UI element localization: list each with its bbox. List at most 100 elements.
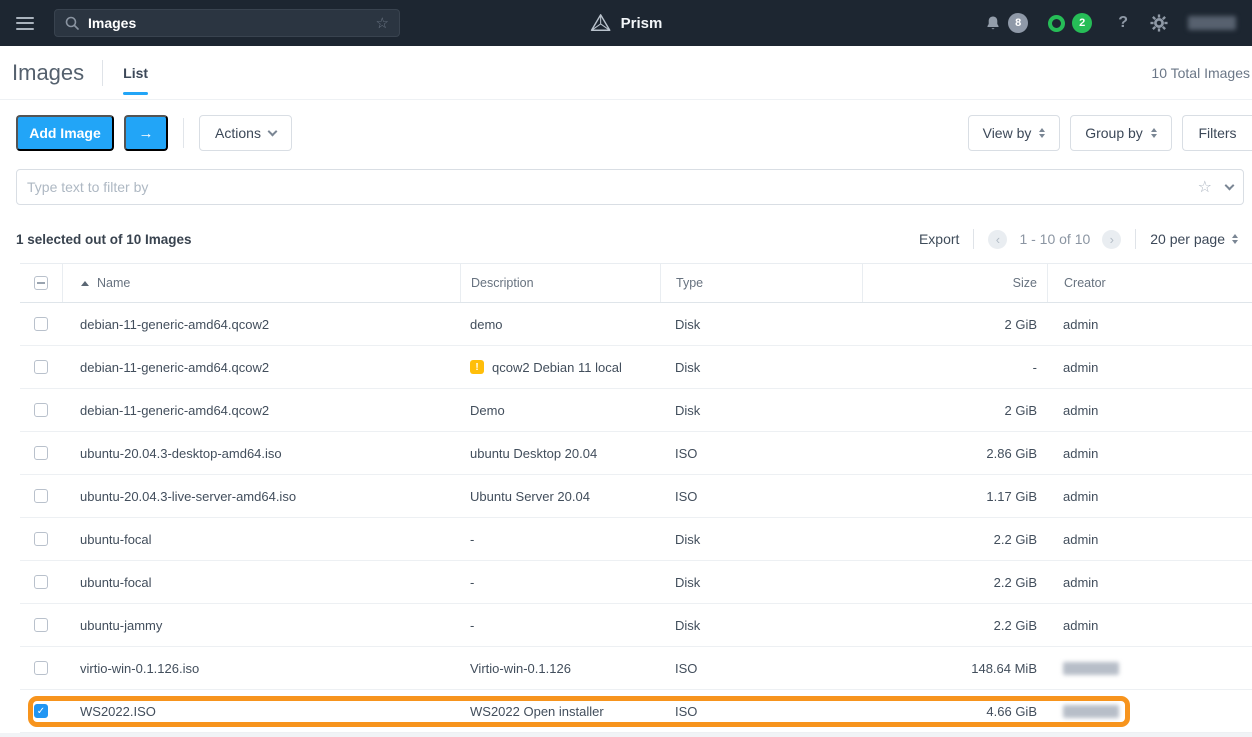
creator-cell: admin <box>1063 402 1099 418</box>
creator-cell: admin <box>1063 531 1099 547</box>
size-cell: 2.2 GiB <box>993 531 1037 547</box>
description-text: Virtio-win-0.1.126 <box>470 660 571 676</box>
row-checkbox[interactable] <box>34 618 48 632</box>
size-cell: 4.66 GiB <box>986 703 1037 719</box>
help-icon[interactable]: ? <box>1118 14 1128 31</box>
size-cell: 2.86 GiB <box>986 445 1037 461</box>
table-row[interactable]: ✓ WS2022.ISO ! WS2022 Open installer ISO… <box>20 690 1252 733</box>
group-by-button[interactable]: Group by <box>1070 115 1172 151</box>
filter-chevron-down-icon[interactable] <box>1224 180 1235 190</box>
creator-cell: admin <box>1063 445 1099 461</box>
row-checkbox[interactable] <box>34 360 48 374</box>
total-images-count: 10 Total Images <box>1151 64 1250 81</box>
table-header: Name Description Type Size Creator <box>20 263 1252 303</box>
filter-input[interactable] <box>27 179 1198 195</box>
table-row[interactable]: ubuntu-20.04.3-desktop-amd64.iso ! ubunt… <box>20 432 1252 475</box>
global-search-input[interactable] <box>88 15 376 31</box>
import-arrow-button[interactable]: → <box>124 115 168 151</box>
page-next-button[interactable] <box>1102 229 1122 249</box>
user-menu-redacted[interactable] <box>1188 16 1236 30</box>
column-header-type[interactable]: Type <box>660 264 862 302</box>
type-cell: Disk <box>675 574 701 590</box>
size-cell: 2 GiB <box>1004 402 1037 418</box>
actions-dropdown-button[interactable]: Actions <box>199 115 292 151</box>
table-row[interactable]: ubuntu-focal ! - Disk 2.2 GiB admin <box>20 518 1252 561</box>
select-all-checkbox[interactable] <box>34 276 48 290</box>
prism-brand: Prism <box>590 0 662 46</box>
image-name: virtio-win-0.1.126.iso <box>80 660 200 676</box>
chevron-down-icon <box>267 126 278 136</box>
image-name: ubuntu-focal <box>80 574 152 590</box>
row-checkbox[interactable] <box>34 532 48 546</box>
page-header: Images List 10 Total Images <box>0 46 1252 100</box>
page-background-strip <box>0 733 1252 737</box>
image-name: ubuntu-20.04.3-desktop-amd64.iso <box>80 445 282 461</box>
row-checkbox[interactable] <box>34 661 48 675</box>
image-name: debian-11-generic-amd64.qcow2 <box>80 359 270 375</box>
column-header-description[interactable]: Description <box>460 264 660 302</box>
tasks-count-badge[interactable]: 2 <box>1072 13 1093 33</box>
filters-button[interactable]: Filters <box>1182 115 1252 151</box>
page-prev-button[interactable] <box>988 229 1008 249</box>
table-row[interactable]: debian-11-generic-amd64.qcow2 ! Demo Dis… <box>20 389 1252 432</box>
top-bar: Prism 8 2 ? <box>0 0 1252 46</box>
image-name: WS2022.ISO <box>80 703 156 719</box>
creator-cell <box>1047 690 1252 732</box>
row-checkbox[interactable] <box>34 403 48 417</box>
global-search[interactable] <box>54 9 400 37</box>
column-header-creator[interactable]: Creator <box>1047 264 1252 302</box>
tasks-ring-icon[interactable] <box>1048 14 1066 32</box>
type-cell: ISO <box>675 703 698 719</box>
type-cell: ISO <box>675 660 698 676</box>
per-page-selector[interactable]: 20 per page <box>1150 231 1238 247</box>
creator-cell: admin <box>1063 488 1099 504</box>
row-checkbox[interactable] <box>34 575 48 589</box>
settings-gear-icon[interactable] <box>1150 14 1168 32</box>
tab-list[interactable]: List <box>123 46 149 100</box>
column-header-name[interactable]: Name <box>62 264 460 302</box>
table-row[interactable]: virtio-win-0.1.126.iso ! Virtio-win-0.1.… <box>20 647 1252 690</box>
sort-updown-icon <box>1150 128 1157 138</box>
description-text: - <box>470 531 475 547</box>
bell-icon[interactable] <box>985 15 1001 31</box>
size-cell: 1.17 GiB <box>986 488 1037 504</box>
type-cell: Disk <box>675 359 701 375</box>
image-name: ubuntu-20.04.3-live-server-amd64.iso <box>80 488 297 504</box>
favorite-star-icon[interactable] <box>376 14 389 32</box>
add-image-button[interactable]: Add Image <box>16 115 114 151</box>
filter-bar[interactable] <box>16 169 1244 205</box>
row-checkbox[interactable] <box>34 317 48 331</box>
creator-cell: admin <box>1063 316 1099 332</box>
image-name: debian-11-generic-amd64.qcow2 <box>80 402 270 418</box>
selection-summary: 1 selected out of 10 Images <box>16 231 192 247</box>
table-row[interactable]: ubuntu-focal ! - Disk 2.2 GiB admin <box>20 561 1252 604</box>
description-text: demo <box>470 316 503 332</box>
view-by-label: View by <box>982 125 1032 141</box>
hamburger-menu-icon[interactable] <box>16 16 34 30</box>
view-by-button[interactable]: View by <box>968 115 1060 151</box>
size-cell: 148.64 MiB <box>971 660 1037 676</box>
table-row[interactable]: ubuntu-jammy ! - Disk 2.2 GiB admin <box>20 604 1252 647</box>
creator-cell: admin <box>1063 574 1099 590</box>
type-cell: ISO <box>675 488 698 504</box>
table-row[interactable]: debian-11-generic-amd64.qcow2 ! demo Dis… <box>20 303 1252 346</box>
alerts-count-badge[interactable]: 8 <box>1008 13 1029 33</box>
tab-active-underline <box>123 91 149 95</box>
description-text: Demo <box>470 402 505 418</box>
row-checkbox[interactable]: ✓ <box>34 704 48 718</box>
size-cell: 2 GiB <box>1004 316 1037 332</box>
redacted-creator <box>1063 704 1119 718</box>
table-row[interactable]: ubuntu-20.04.3-live-server-amd64.iso ! U… <box>20 475 1252 518</box>
row-checkbox[interactable] <box>34 489 48 503</box>
table-row[interactable]: debian-11-generic-amd64.qcow2 ! qcow2 De… <box>20 346 1252 389</box>
save-filter-star-icon[interactable] <box>1198 177 1212 197</box>
list-controls: 1 selected out of 10 Images Export 1 - 1… <box>0 225 1252 253</box>
tab-list-label: List <box>123 64 149 81</box>
row-checkbox[interactable] <box>34 446 48 460</box>
search-icon <box>65 16 79 30</box>
image-name: ubuntu-jammy <box>80 617 163 633</box>
export-button[interactable]: Export <box>918 231 960 247</box>
column-header-size[interactable]: Size <box>862 264 1047 302</box>
description-text: WS2022 Open installer <box>470 703 604 719</box>
sort-updown-icon <box>1039 128 1046 138</box>
